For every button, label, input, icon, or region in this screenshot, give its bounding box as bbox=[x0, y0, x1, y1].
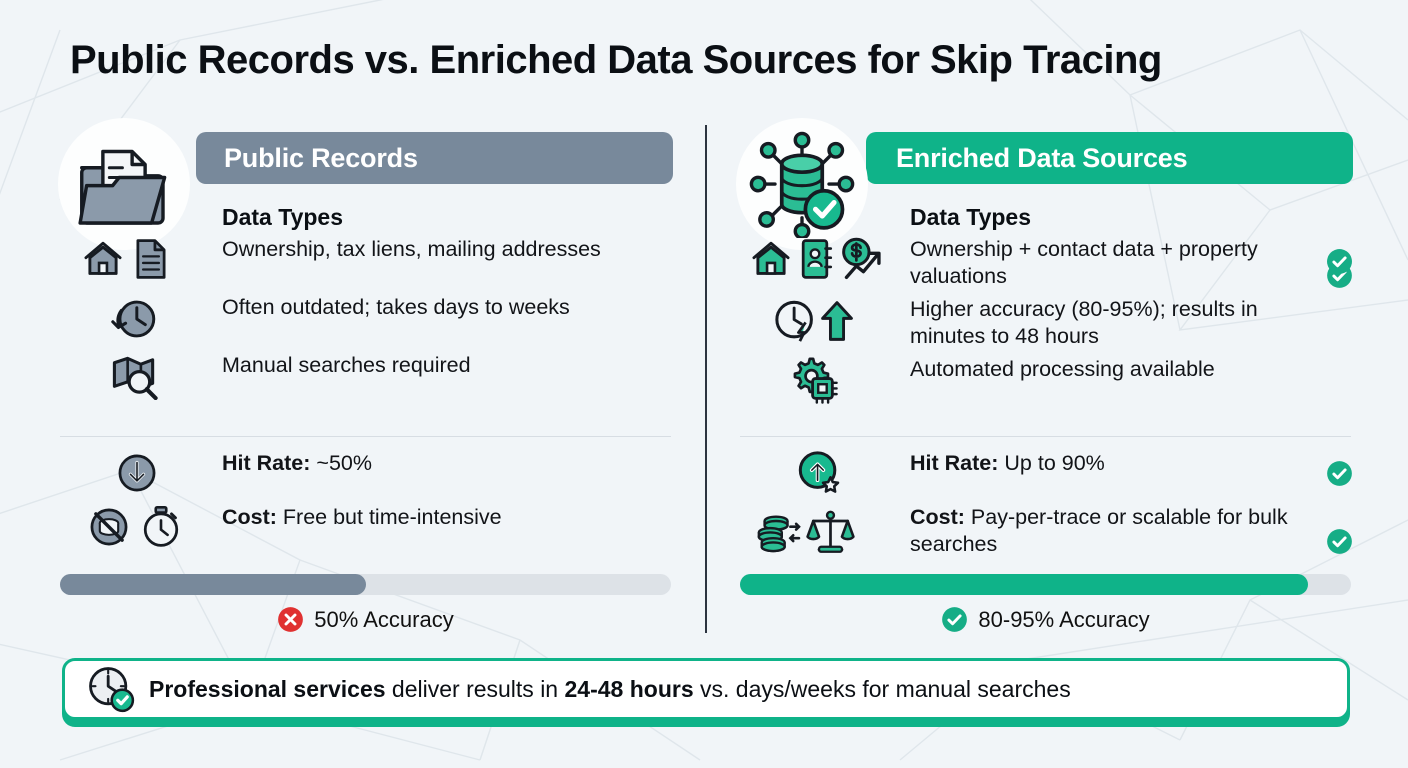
list-item-text: Often outdated; takes days to weeks bbox=[222, 295, 570, 319]
house-icon bbox=[752, 241, 790, 275]
coins-scale-icon bbox=[757, 510, 855, 553]
hit-rate-text: Hit Rate: Up to 90% bbox=[910, 450, 1300, 477]
clock-rewind-icon bbox=[111, 300, 156, 338]
hit-rate-stat: Hit Rate: ~50% bbox=[58, 450, 673, 500]
footer-text: Professional services deliver results in… bbox=[149, 676, 1071, 703]
public-records-badge bbox=[58, 118, 190, 250]
cost-label: Cost: bbox=[910, 505, 965, 529]
accuracy-bar-fill bbox=[740, 574, 1309, 595]
list-item-text: Higher accuracy (80-95%); results in min… bbox=[910, 297, 1258, 348]
database-network-check-icon bbox=[749, 131, 855, 238]
column-divider bbox=[705, 125, 707, 633]
page-title: Public Records vs. Enriched Data Sources… bbox=[70, 38, 1162, 82]
accuracy-caption: 80-95% Accuracy bbox=[738, 606, 1353, 633]
enriched-data-badge bbox=[736, 118, 868, 250]
list-item: Often outdated; takes days to weeks bbox=[58, 294, 673, 346]
no-money-icon bbox=[90, 508, 128, 546]
section-separator bbox=[60, 436, 671, 437]
enriched-data-subhead: Data Types bbox=[910, 204, 1032, 230]
check-circle-icon bbox=[1327, 529, 1352, 554]
check-circle-icon bbox=[1327, 461, 1352, 486]
list-item: Ownership, tax liens, mailing addresses bbox=[58, 236, 673, 288]
accuracy-bar-track bbox=[740, 574, 1351, 595]
footer-bold-1: Professional services bbox=[149, 675, 386, 702]
cost-stat: Cost: Free but time-intensive bbox=[58, 504, 673, 554]
footer-bold-2: 24-48 hours bbox=[564, 675, 694, 702]
hit-rate-label: Hit Rate: bbox=[222, 451, 311, 475]
money-growth-icon bbox=[842, 237, 881, 280]
public-records-stats: Hit Rate: ~50% bbox=[58, 450, 673, 558]
arrow-down-circle-icon bbox=[118, 454, 156, 492]
public-records-header-label: Public Records bbox=[224, 142, 418, 173]
document-icon bbox=[136, 239, 166, 279]
accuracy-bar-track bbox=[60, 574, 671, 595]
hit-rate-label: Hit Rate: bbox=[910, 451, 999, 475]
public-records-header-band: Public Records bbox=[196, 132, 673, 184]
arrow-up-circle-star-icon bbox=[798, 451, 840, 493]
cost-label: Cost: bbox=[222, 505, 277, 529]
list-item-text: Ownership + contact data + property valu… bbox=[910, 237, 1258, 288]
hit-rate-stat: Hit Rate: Up to 90% bbox=[738, 450, 1353, 500]
arrow-up-icon bbox=[821, 301, 853, 341]
gear-chip-icon bbox=[793, 357, 838, 404]
accuracy-bar-fill bbox=[60, 574, 366, 595]
cost-stat: Cost: Pay-per-trace or scalable for bulk… bbox=[738, 504, 1353, 558]
hit-rate-value: Up to 90% bbox=[1004, 451, 1105, 475]
check-circle-icon bbox=[1327, 249, 1352, 274]
list-item: Higher accuracy (80-95%); results in min… bbox=[738, 263, 1353, 350]
accuracy-label: 80-95% Accuracy bbox=[978, 606, 1150, 632]
list-item: Manual searches required bbox=[58, 352, 673, 404]
accuracy-caption: 50% Accuracy bbox=[58, 606, 673, 633]
footer-callout: Professional services deliver results in… bbox=[62, 658, 1350, 720]
list-item-text: Ownership, tax liens, mailing addresses bbox=[222, 237, 601, 261]
clock-bolt-icon bbox=[775, 300, 813, 342]
enriched-data-header-label: Enriched Data Sources bbox=[896, 142, 1188, 173]
check-circle-icon bbox=[942, 607, 968, 632]
accuracy-label: 50% Accuracy bbox=[314, 606, 454, 632]
list-item-text: Automated processing available bbox=[910, 357, 1215, 381]
map-magnifier-icon bbox=[112, 356, 158, 400]
cost-text: Cost: Pay-per-trace or scalable for bulk… bbox=[910, 504, 1300, 558]
stopwatch-icon bbox=[143, 506, 179, 547]
hit-rate-value: ~50% bbox=[316, 451, 372, 475]
cost-value: Pay-per-trace or scalable for bulk searc… bbox=[910, 505, 1288, 556]
enriched-data-row-list: Ownership + contact data + property valu… bbox=[738, 236, 1353, 414]
cost-value: Free but time-intensive bbox=[282, 505, 502, 529]
public-records-subhead: Data Types bbox=[222, 204, 344, 230]
list-item: Automated processing available bbox=[738, 249, 1353, 408]
public-records-row-list: Ownership, tax liens, mailing addresses … bbox=[58, 236, 673, 410]
x-circle-icon bbox=[278, 607, 304, 632]
enriched-data-stats: Hit Rate: Up to 90% bbox=[738, 450, 1353, 562]
enriched-data-header-band: Enriched Data Sources bbox=[866, 132, 1353, 184]
folder-document-icon bbox=[78, 149, 167, 225]
clock-check-icon bbox=[89, 667, 135, 713]
footer-mid-1: deliver results in bbox=[385, 675, 565, 702]
list-item: Ownership + contact data + property valu… bbox=[738, 236, 1353, 290]
list-item-text: Manual searches required bbox=[222, 353, 471, 377]
house-icon bbox=[84, 241, 122, 275]
section-separator bbox=[740, 436, 1351, 437]
hit-rate-text: Hit Rate: ~50% bbox=[222, 450, 652, 477]
contact-book-icon bbox=[801, 239, 833, 279]
footer-mid-2: vs. days/weeks for manual searches bbox=[693, 675, 1071, 702]
cost-text: Cost: Free but time-intensive bbox=[222, 504, 652, 531]
